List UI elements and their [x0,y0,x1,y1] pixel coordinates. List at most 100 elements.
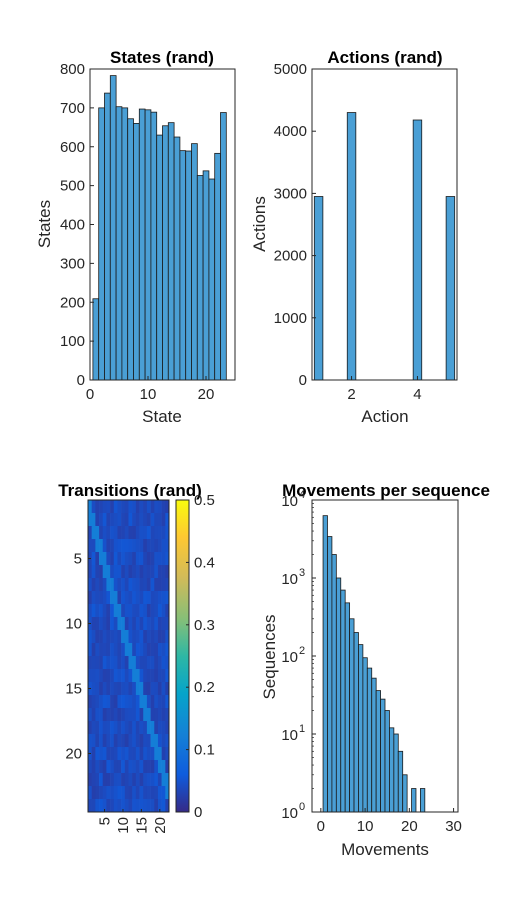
states-bar [214,152,221,381]
heatmap-cell [132,734,137,748]
heatmap-cell [165,695,170,709]
heatmap-cell [128,578,133,592]
heatmap-cell [128,760,133,774]
heatmap-cell [113,708,118,722]
heatmap-cell [102,552,107,566]
heatmap-cell [128,695,133,709]
states-bar [220,112,227,381]
heatmap-cell [99,747,104,761]
heatmap-cell [150,500,155,514]
heatmap-cell [135,630,140,644]
heatmap-cell [95,526,100,540]
heatmap-cell [106,526,111,540]
heatmap-cell [99,786,104,800]
heatmap-cell [135,565,140,579]
heatmap-cell [121,799,126,813]
heatmap-cell [157,656,162,670]
heatmap-cell [157,630,162,644]
heatmap-cell [132,617,137,631]
actions-bars [313,112,456,381]
heatmap-cell [132,526,137,540]
heatmap-cell [124,591,129,605]
transitions-y-ticks: 5 10 15 20 [65,551,91,763]
heatmap-cell [117,747,122,761]
heatmap-cell [143,539,148,553]
actions-bar [313,196,324,381]
heatmap-cell [146,734,151,748]
heatmap-cell [154,526,159,540]
heatmap-cell [135,539,140,553]
heatmap-cell [150,578,155,592]
transitions-axes-box [87,499,170,813]
heatmap-cell [165,786,170,800]
movements-bar [358,644,364,813]
heatmap-cell [146,565,151,579]
heatmap-cell [121,591,126,605]
movements-bar [362,657,368,813]
heatmap-cell [132,500,137,514]
heatmap-cell [146,747,151,761]
heatmap-cell [95,630,100,644]
heatmap-cell [150,513,155,527]
heatmap-cell [128,747,133,761]
heatmap-cell [121,773,126,787]
heatmap-cell [106,747,111,761]
heatmap-cell [135,734,140,748]
heatmap-cell [110,721,115,735]
heatmap-cell [110,500,115,514]
heatmap-cell [95,591,100,605]
heatmap-cell [150,721,155,735]
heatmap-cell [132,630,137,644]
movements-bar [419,788,426,813]
heatmap-cell [106,721,111,735]
states-bar [133,123,140,381]
heatmap-cell [113,799,118,813]
heatmap-cell [124,773,129,787]
heatmap-cell [99,695,104,709]
states-y-tick-label: 800 [60,61,85,78]
heatmap-cell [135,695,140,709]
movements-x-tick-label: 0 [317,818,325,835]
heatmap-cell [146,695,151,709]
heatmap-cell [121,578,126,592]
heatmap-cell [161,539,166,553]
heatmap-cell [157,500,162,514]
transitions-y-tick-label: 10 [65,616,82,633]
heatmap-cell [165,565,170,579]
heatmap-cell [124,695,129,709]
heatmap-cell [113,656,118,670]
movements-bar [375,690,381,813]
heatmap-cell [99,799,104,813]
heatmap-cell [99,708,104,722]
heatmap-cell [143,773,148,787]
heatmap-cell [124,500,129,514]
heatmap-cell [91,500,96,514]
movements-bar [340,589,346,813]
heatmap-cell [150,734,155,748]
heatmap-cell [135,799,140,813]
heatmap-cell [121,526,126,540]
states-xlabel: State [142,407,182,426]
heatmap-cell [150,591,155,605]
heatmap-cell [88,695,92,709]
heatmap-cell [124,669,129,683]
heatmap-cell [135,643,140,657]
heatmap-cell [106,760,111,774]
heatmap-cell [106,799,111,813]
heatmap-cell [165,526,170,540]
heatmap-cell [117,565,122,579]
heatmap-cell [121,747,126,761]
heatmap-cell [121,786,126,800]
heatmap-cell [146,552,151,566]
heatmap-cell [135,721,140,735]
heatmap-cell [161,695,166,709]
heatmap-cell [150,669,155,683]
heatmap-cell [150,539,155,553]
heatmap-cell [102,539,107,553]
heatmap-cell [102,708,107,722]
heatmap-cell [128,656,133,670]
heatmap-cell [110,513,115,527]
